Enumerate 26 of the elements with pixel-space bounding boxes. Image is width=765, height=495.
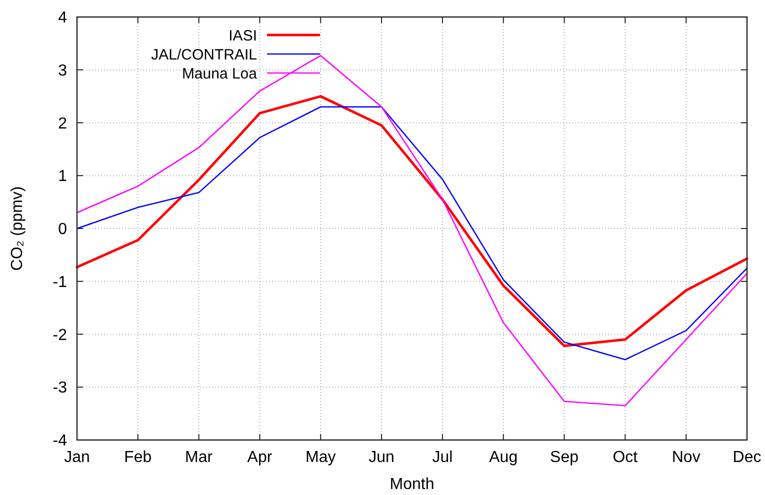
x-tick-label: Aug bbox=[489, 449, 518, 466]
legend-label: IASI bbox=[228, 27, 257, 44]
y-tick-label: 0 bbox=[58, 221, 68, 238]
x-tick-label: Dec bbox=[732, 449, 762, 466]
x-tick-label: Apr bbox=[247, 449, 273, 466]
y-tick-label: -2 bbox=[52, 326, 68, 344]
y-tick-label: -4 bbox=[52, 432, 68, 450]
legend-label: JAL/CONTRAIL bbox=[151, 46, 257, 64]
legend-label: Mauna Loa bbox=[182, 65, 258, 82]
x-tick-label: Jun bbox=[368, 449, 394, 466]
x-tick-label: Sep bbox=[550, 449, 579, 466]
x-tick-label: Jan bbox=[64, 449, 90, 466]
x-axis-title: Month bbox=[390, 476, 434, 493]
x-tick-label: Nov bbox=[672, 449, 700, 466]
x-tick-label: Mar bbox=[185, 449, 214, 466]
y-tick-label: 4 bbox=[58, 10, 68, 27]
y-tick-label: 2 bbox=[58, 115, 68, 132]
x-tick-label: Feb bbox=[124, 449, 152, 466]
x-tick-label: Oct bbox=[612, 449, 638, 466]
y-tick-label: -1 bbox=[52, 274, 68, 291]
y-tick-label: 3 bbox=[58, 62, 68, 80]
x-tick-label: Jul bbox=[432, 449, 453, 466]
y-tick-label: 1 bbox=[58, 168, 68, 186]
y-tick-label: -3 bbox=[52, 380, 68, 397]
x-tick-label: May bbox=[306, 449, 336, 466]
y-axis-title: CO₂ (ppmv) bbox=[9, 186, 26, 271]
